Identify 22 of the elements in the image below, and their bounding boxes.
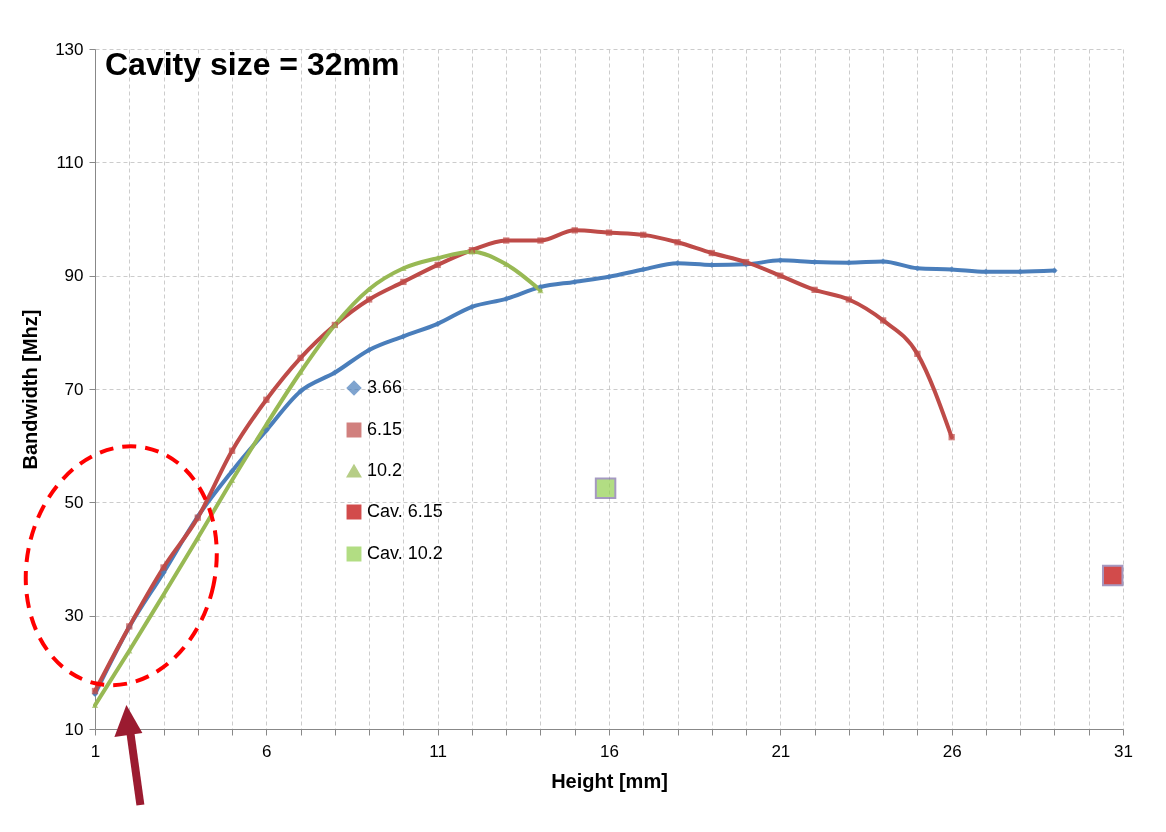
x-tick-label: 26 bbox=[942, 741, 962, 761]
y-axis-title: Bandwidth [Mhz] bbox=[19, 309, 42, 470]
x-tick-label: 11 bbox=[429, 741, 447, 761]
y-tick-label: 90 bbox=[64, 266, 84, 286]
y-tick-label: 70 bbox=[64, 379, 84, 399]
legend-label: 10.2 bbox=[367, 460, 403, 480]
chart-title: Cavity size = 32mm bbox=[105, 46, 400, 82]
y-tick-label: 110 bbox=[56, 152, 84, 172]
x-tick-label: 1 bbox=[90, 741, 101, 761]
y-tick-label: 50 bbox=[64, 492, 84, 512]
x-axis-title: Height [mm] bbox=[551, 769, 668, 792]
x-tick-label: 31 bbox=[1114, 741, 1133, 761]
y-tick-label: 30 bbox=[64, 606, 84, 626]
x-tick-label: 21 bbox=[771, 741, 791, 761]
legend-label: 6.15 bbox=[367, 419, 403, 439]
legend-label: Cav. 6.15 bbox=[367, 501, 443, 521]
y-tick-label: 130 bbox=[55, 39, 84, 59]
x-tick-label: 6 bbox=[262, 741, 272, 761]
legend-label: Cav. 10.2 bbox=[367, 543, 443, 563]
y-tick-label: 10 bbox=[64, 719, 84, 739]
legend-label: 3.66 bbox=[367, 377, 403, 397]
x-tick-label: 16 bbox=[600, 741, 619, 761]
